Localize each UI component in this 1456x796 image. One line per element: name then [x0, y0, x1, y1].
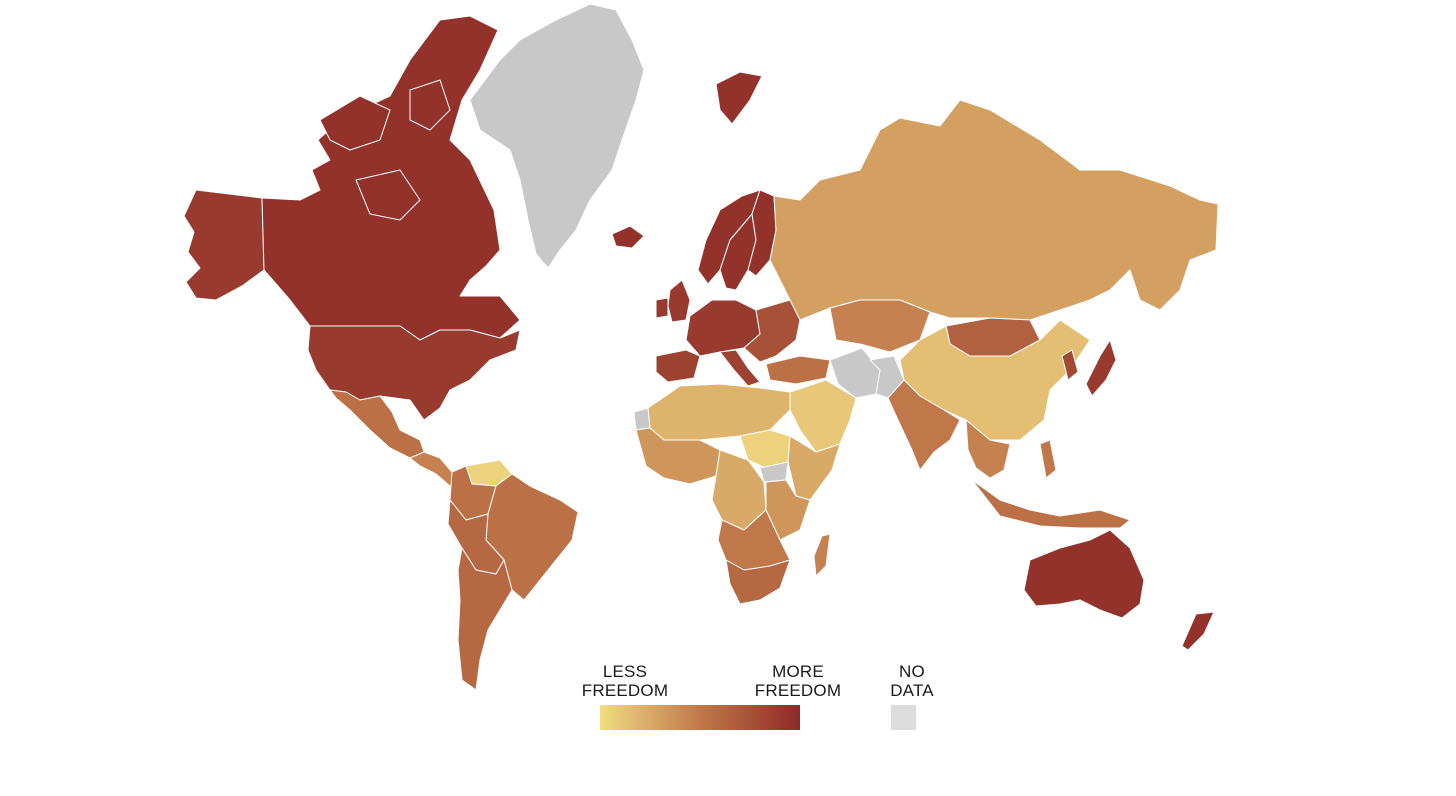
- region-madagascar: [813, 533, 831, 577]
- region-turkey: [765, 355, 831, 385]
- region-southeast-asia: [965, 419, 1011, 479]
- region-indonesia: [971, 479, 1131, 529]
- region-japan: [1085, 339, 1117, 397]
- region-iberia: [655, 349, 701, 383]
- region-argentina-chile: [457, 547, 513, 691]
- region-western-sahara: [633, 407, 651, 431]
- legend-no-data-swatch: [891, 705, 916, 730]
- region-mexico: [329, 389, 425, 459]
- region-new-zealand: [1181, 611, 1215, 651]
- region-russia: [769, 99, 1219, 321]
- region-australia: [1023, 529, 1145, 619]
- region-ireland: [655, 297, 669, 319]
- region-kazakhstan: [829, 299, 931, 353]
- legend-no-data-label: NO DATA: [890, 662, 934, 700]
- region-korea: [1061, 349, 1079, 381]
- region-svalbard: [715, 71, 763, 125]
- region-uk: [667, 279, 691, 323]
- region-united-states: [307, 325, 521, 421]
- region-south-africa: [725, 559, 791, 605]
- region-greenland: [469, 3, 645, 269]
- region-arctic-islands: [319, 79, 451, 221]
- region-italy: [719, 349, 761, 387]
- region-india: [887, 379, 961, 471]
- legend-less-freedom-label: LESS FREEDOM: [581, 662, 669, 700]
- region-alaska: [183, 189, 265, 301]
- legend-more-freedom-label: MORE FREEDOM: [754, 662, 842, 700]
- region-horn-of-africa: [787, 435, 841, 501]
- region-philippines: [1039, 439, 1057, 479]
- region-iceland: [611, 225, 645, 249]
- legend-gradient-bar: [600, 705, 800, 730]
